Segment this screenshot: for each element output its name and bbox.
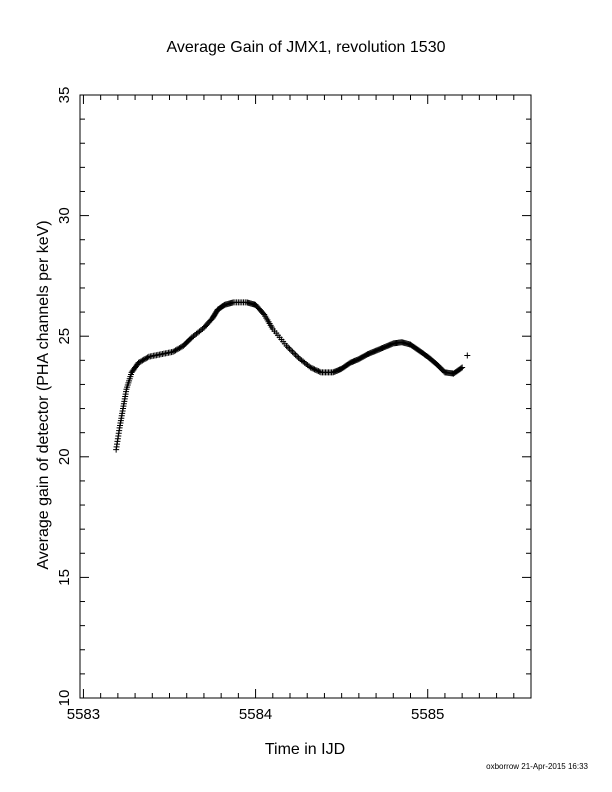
data-point — [312, 366, 319, 373]
chart-title: Average Gain of JMX1, revolution 1530 — [167, 39, 446, 56]
x-tick-label: 5584 — [239, 706, 272, 723]
data-point — [289, 348, 296, 355]
data-point — [286, 345, 293, 352]
data-point — [314, 367, 321, 374]
data-point — [285, 344, 292, 351]
data-point — [316, 368, 323, 375]
data-point — [307, 364, 314, 371]
y-tick-label: 35 — [56, 87, 73, 104]
data-point — [311, 366, 318, 373]
data-point — [459, 364, 466, 371]
y-tick-label: 20 — [56, 448, 73, 465]
data-point — [308, 365, 315, 372]
y-tick-label: 25 — [56, 328, 73, 345]
data-point — [288, 347, 295, 354]
data-point — [315, 368, 322, 375]
data-points — [113, 299, 471, 453]
x-tick-label: 5583 — [67, 706, 100, 723]
data-point — [458, 365, 465, 372]
data-point — [292, 351, 299, 358]
y-tick-label: 10 — [56, 690, 73, 707]
data-point — [310, 365, 317, 372]
y-axis-label: Average gain of detector (PHA channels p… — [35, 220, 52, 569]
data-point — [291, 350, 298, 357]
data-point — [464, 352, 471, 359]
tick-group — [80, 94, 532, 699]
data-point — [260, 310, 267, 317]
tick-label-group: 10 15 20 25 30 35 5583 5584 5585 — [56, 87, 444, 723]
x-tick-label: 5585 — [411, 706, 444, 723]
data-point — [144, 354, 151, 361]
x-axis-label: Time in IJD — [265, 741, 345, 758]
footer-credit: oxborrow 21-Apr-2015 16:33 — [486, 762, 588, 771]
plot-frame — [79, 94, 532, 699]
y-tick-label: 15 — [56, 569, 73, 586]
data-point — [294, 353, 301, 360]
y-tick-label: 30 — [56, 207, 73, 224]
